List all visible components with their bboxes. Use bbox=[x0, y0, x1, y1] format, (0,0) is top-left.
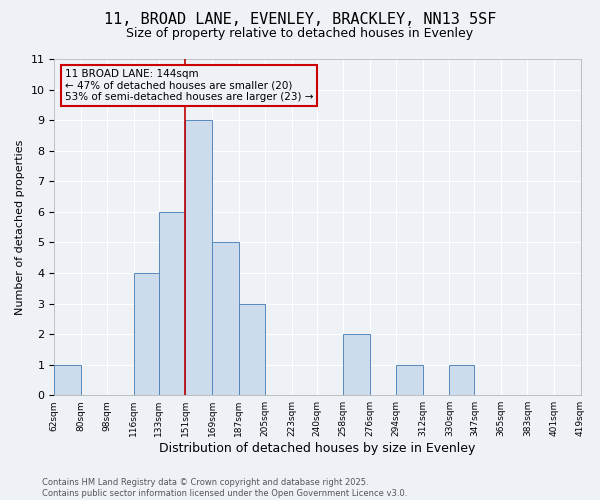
Text: 11 BROAD LANE: 144sqm
← 47% of detached houses are smaller (20)
53% of semi-deta: 11 BROAD LANE: 144sqm ← 47% of detached … bbox=[65, 69, 313, 102]
Bar bbox=[159, 212, 185, 395]
Text: Size of property relative to detached houses in Evenley: Size of property relative to detached ho… bbox=[127, 28, 473, 40]
Bar bbox=[54, 364, 81, 395]
Bar bbox=[449, 364, 475, 395]
Bar bbox=[185, 120, 212, 395]
Bar bbox=[134, 273, 159, 395]
Text: 11, BROAD LANE, EVENLEY, BRACKLEY, NN13 5SF: 11, BROAD LANE, EVENLEY, BRACKLEY, NN13 … bbox=[104, 12, 496, 28]
Bar bbox=[239, 304, 265, 395]
Bar bbox=[343, 334, 370, 395]
Text: Contains HM Land Registry data © Crown copyright and database right 2025.
Contai: Contains HM Land Registry data © Crown c… bbox=[42, 478, 407, 498]
Bar bbox=[396, 364, 423, 395]
Bar bbox=[212, 242, 239, 395]
X-axis label: Distribution of detached houses by size in Evenley: Distribution of detached houses by size … bbox=[159, 442, 476, 455]
Y-axis label: Number of detached properties: Number of detached properties bbox=[15, 140, 25, 315]
